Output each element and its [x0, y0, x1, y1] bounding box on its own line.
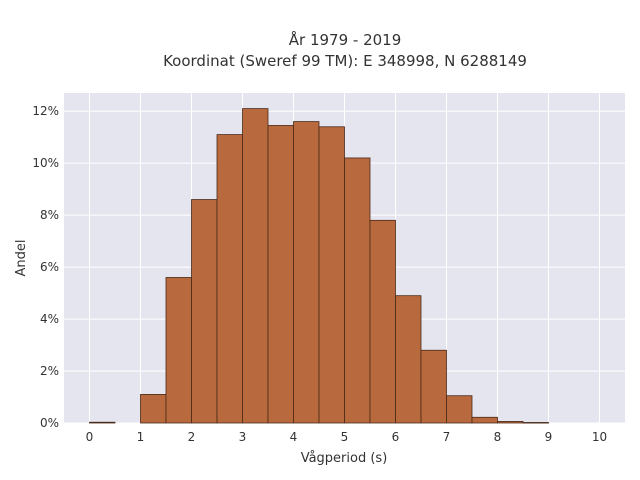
- x-tick-label: 9: [545, 430, 553, 444]
- x-tick-label: 3: [239, 430, 247, 444]
- histogram-bar: [242, 108, 269, 424]
- histogram-bar: [446, 395, 473, 424]
- y-tick-label: 4%: [40, 312, 59, 326]
- histogram-bar: [293, 121, 320, 424]
- histogram-bar: [471, 416, 498, 424]
- y-tick-label: 6%: [40, 260, 59, 274]
- x-tick-label: 1: [137, 430, 145, 444]
- histogram-bar: [318, 126, 345, 424]
- histogram-bar: [140, 394, 167, 424]
- histogram-bars: [89, 108, 549, 424]
- y-tick-label: 2%: [40, 364, 59, 378]
- histogram-bar: [89, 421, 116, 424]
- y-tick-label: 0%: [40, 416, 59, 430]
- x-axis-ticks: 0 1 2 3 4 5 6 7 8 9 10: [86, 430, 607, 444]
- histogram-bar: [216, 134, 243, 424]
- x-tick-label: 8: [494, 430, 502, 444]
- x-tick-label: 7: [443, 430, 451, 444]
- histogram-bar: [165, 277, 192, 424]
- x-tick-label: 0: [86, 430, 94, 444]
- x-tick-label: 4: [290, 430, 298, 444]
- x-tick-label: 10: [592, 430, 607, 444]
- histogram-bar: [420, 349, 447, 424]
- chart-title-line-1: År 1979 - 2019: [289, 30, 402, 49]
- x-tick-label: 2: [188, 430, 196, 444]
- x-tick-label: 6: [392, 430, 400, 444]
- x-tick-label: 5: [341, 430, 349, 444]
- y-tick-label: 12%: [32, 104, 59, 118]
- histogram-bar: [191, 199, 218, 424]
- chart-title-line-2: Koordinat (Sweref 99 TM): E 348998, N 62…: [163, 52, 527, 70]
- histogram-bar: [497, 421, 524, 424]
- x-axis-label: Vågperiod (s): [301, 451, 388, 466]
- y-axis-ticks: 0% 2% 4% 6% 8% 10% 12%: [32, 104, 59, 430]
- y-tick-label: 8%: [40, 208, 59, 222]
- histogram-bar: [267, 125, 294, 424]
- y-tick-label: 10%: [32, 156, 59, 170]
- histogram-bar: [522, 422, 549, 424]
- histogram-bar: [344, 157, 371, 424]
- histogram-bar: [395, 295, 422, 424]
- histogram-bar: [369, 219, 396, 424]
- y-axis-label: Andel: [14, 240, 29, 277]
